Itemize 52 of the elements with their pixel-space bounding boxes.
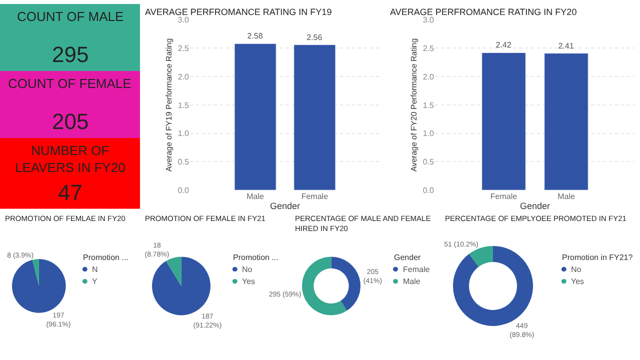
legend-label: Y [92, 277, 98, 286]
y-tick-label: 3.0 [178, 16, 190, 25]
y-tick-label: 0.5 [422, 158, 435, 167]
pie-slice [12, 259, 66, 313]
y-tick-label: 1.0 [178, 129, 190, 138]
x-axis-title: Gender [520, 200, 550, 211]
y-axis-title: Average of FY19 Performance Rating [164, 38, 174, 172]
y-axis-title: Average of FY20 Performance Rating [410, 38, 419, 172]
y-tick-label: 1.5 [422, 100, 435, 110]
legend-title: Gender [394, 253, 422, 262]
pie-slice [32, 259, 39, 286]
data-label: 2.42 [496, 40, 512, 50]
x-tick-label: Female [490, 192, 518, 202]
legend-title: Promotion ... [83, 253, 128, 262]
y-tick-label: 1.0 [422, 129, 435, 138]
pie-slice [166, 256, 182, 286]
y-tick-label: 0.5 [178, 158, 190, 167]
chart-title: AVERAGE PERFROMANCE RATING IN FY20 [390, 7, 577, 17]
legend-label: Male [403, 277, 421, 286]
legend-label: No [571, 265, 582, 274]
x-tick-label: Female [301, 192, 329, 202]
legend-title: Promotion ... [233, 253, 278, 262]
legend-label: Yes [571, 277, 584, 286]
x-tick-label: Male [558, 192, 576, 202]
legend-label: N [92, 265, 98, 274]
text: 47 [58, 180, 82, 205]
donut-slice [331, 256, 360, 311]
y-tick-label: 0.0 [178, 186, 190, 195]
text: 295 [52, 42, 89, 67]
data-label: 2.41 [558, 41, 574, 50]
legend-label: Yes [242, 277, 256, 286]
y-tick-label: 2.0 [422, 72, 435, 82]
y-tick-label: 3.0 [422, 16, 435, 25]
text: NUMBER OF LEAVERS IN FY20 [15, 143, 126, 175]
pie-slice [152, 256, 210, 316]
x-axis-title: Gender [270, 200, 300, 211]
data-label: 2.56 [306, 32, 323, 42]
y-tick-label: 2.0 [178, 72, 190, 82]
text: 205 [52, 109, 89, 134]
text: COUNT OF MALE [17, 9, 124, 24]
donut-slice [302, 256, 347, 316]
legend-title: Promotion in FY21? [562, 253, 634, 262]
y-tick-label: 1.5 [178, 100, 190, 110]
text: COUNT OF FEMALE [8, 76, 132, 91]
chart-title: AVERAGE PERFROMANCE RATING IN FY19 [145, 7, 332, 17]
y-tick-label: 2.5 [178, 44, 190, 53]
legend-label: Female [403, 265, 430, 274]
data-label: 2.58 [247, 32, 264, 41]
x-tick-label: Male [246, 192, 265, 202]
y-tick-label: 0.0 [422, 186, 435, 195]
y-tick-label: 2.5 [422, 44, 435, 53]
legend-label: No [242, 265, 253, 274]
